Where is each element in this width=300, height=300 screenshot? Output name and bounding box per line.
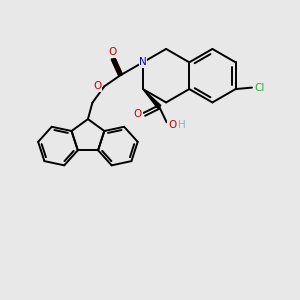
Text: H: H bbox=[178, 120, 185, 130]
Text: O: O bbox=[134, 109, 142, 119]
Text: O: O bbox=[94, 81, 102, 92]
Text: N: N bbox=[139, 57, 147, 67]
Text: O: O bbox=[109, 47, 117, 57]
Text: Cl: Cl bbox=[254, 82, 265, 93]
Polygon shape bbox=[143, 89, 161, 108]
Text: O: O bbox=[168, 120, 176, 130]
